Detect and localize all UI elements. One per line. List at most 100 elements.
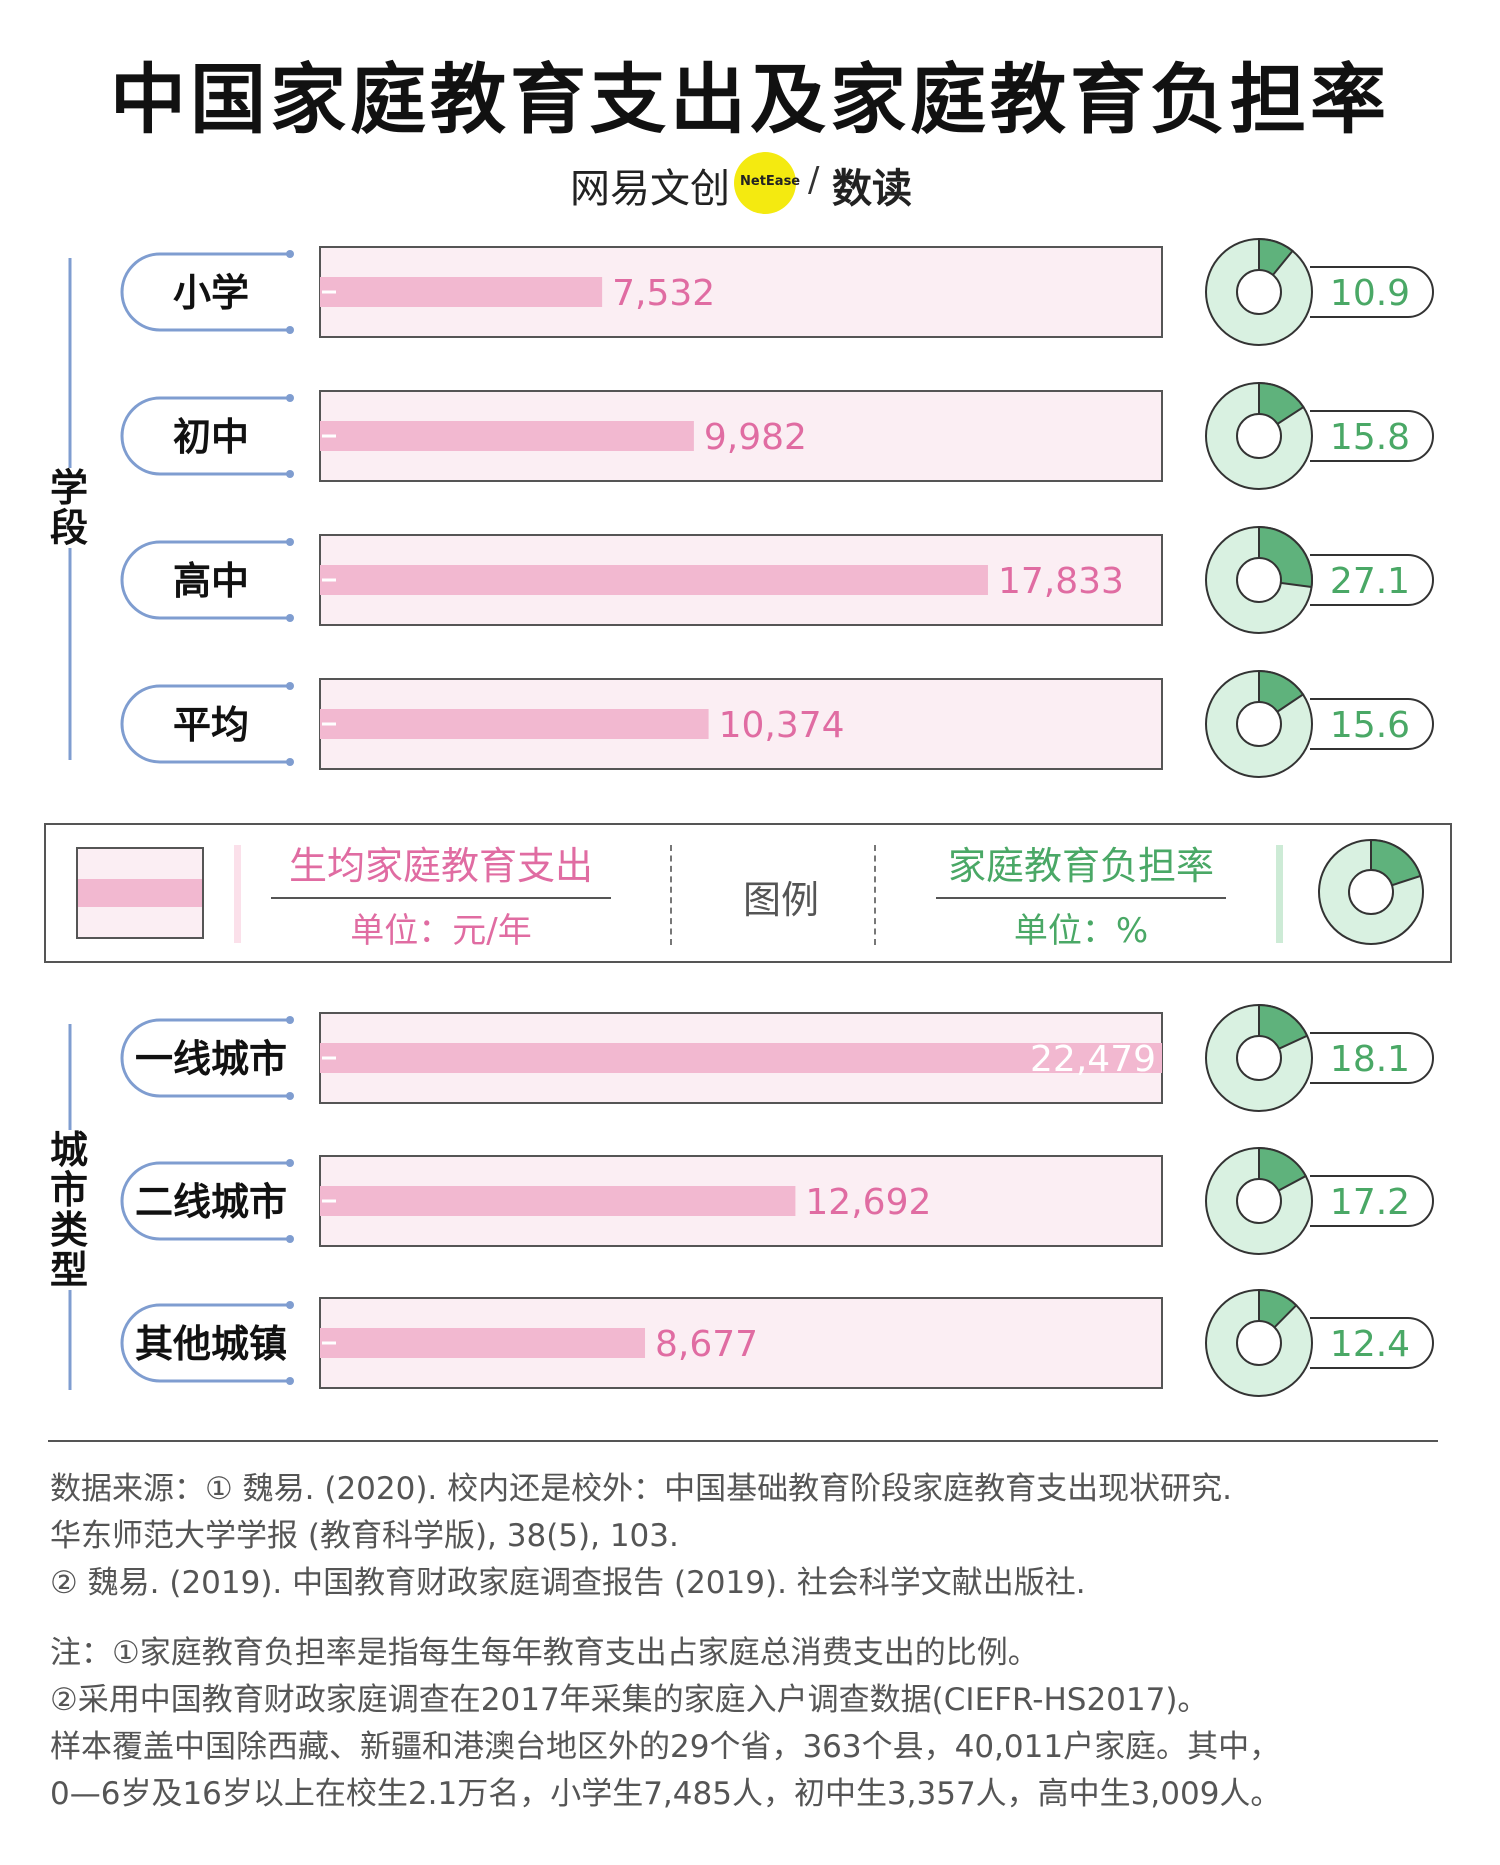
page-title: 中国家庭教育支出及家庭教育负担率: [110, 55, 1390, 144]
expense-bar: [320, 1328, 646, 1358]
expense-value-label: 8,677: [655, 1324, 758, 1365]
group-label-city: 城 市 类 型: [44, 1130, 94, 1290]
rate-donut-hole: [1236, 1035, 1282, 1081]
bracket-dot: [286, 614, 294, 622]
category-label: 小学: [173, 271, 249, 315]
rate-value-label: 15.8: [1330, 417, 1410, 458]
legend-divider: [1276, 845, 1283, 943]
expense-bar: [320, 1043, 1162, 1073]
expense-bar: [320, 709, 709, 739]
rate-pill: [1310, 698, 1434, 750]
bracket-dot: [286, 682, 294, 690]
category-bracket: [120, 540, 290, 620]
note-line: 0—6岁及16岁以上在校生2.1万名，小学生7,485人，初中生3,357人，高…: [50, 1776, 1282, 1812]
legend-divider: [670, 845, 672, 945]
expense-value-label: 12,692: [805, 1182, 931, 1223]
rate-pill: [1310, 1175, 1434, 1227]
group-label-char: 段: [49, 506, 88, 550]
legend-divider: [874, 845, 876, 945]
group-label-char: 学: [49, 466, 88, 510]
expense-value-label: 22,479: [1030, 1039, 1156, 1080]
note-line: 样本覆盖中国除西藏、新疆和港澳台地区外的29个省，363个县，40,011户家庭…: [50, 1729, 1281, 1765]
rate-donut-hole: [1236, 413, 1282, 459]
rate-donut-hole: [1236, 269, 1282, 315]
category-bracket: [120, 1161, 290, 1241]
legend-bar-band: [78, 879, 202, 907]
rate-value-label: 12.4: [1330, 1324, 1410, 1365]
expense-value-label: 9,982: [704, 417, 807, 458]
rate-donut-hole: [1236, 1178, 1282, 1224]
category-label: 高中: [173, 559, 249, 603]
category-label: 初中: [173, 415, 249, 459]
source-line: 数据来源：① 魏易. (2020). 校内还是校外：中国基础教育阶段家庭教育支出…: [50, 1471, 1232, 1507]
rate-value-label: 15.6: [1330, 705, 1410, 746]
bracket-dot: [286, 1092, 294, 1100]
source-line: 华东师范大学学报 (教育科学版), 38(5), 103.: [50, 1518, 679, 1554]
legend-donut-icon: [1318, 838, 1424, 945]
rate-pill: [1310, 1317, 1434, 1369]
legend-expense-title: 生均家庭教育支出: [288, 844, 593, 888]
footer-divider: [48, 1440, 1438, 1442]
expense-bar: [320, 277, 603, 307]
rate-value-label: 18.1: [1330, 1039, 1410, 1080]
rate-pill: [1310, 554, 1434, 606]
group-label-char: 型: [49, 1248, 88, 1292]
legend-rate-unit: 单位：%: [936, 897, 1226, 952]
category-bracket: [120, 252, 290, 332]
source-line: ② 魏易. (2019). 中国教育财政家庭调查报告 (2019). 社会科学文…: [50, 1565, 1086, 1601]
rate-donut-hole: [1236, 1320, 1282, 1366]
expense-value-label: 7,532: [612, 273, 715, 314]
rate-value-label: 27.1: [1330, 561, 1410, 602]
legend-expense-unit: 单位：元/年: [271, 897, 611, 952]
bracket-dot: [286, 250, 294, 258]
bracket-dot: [286, 1377, 294, 1385]
legend: 生均家庭教育支出 单位：元/年 图例 家庭教育负担率 单位：%: [44, 823, 1452, 963]
bracket-dot: [286, 470, 294, 478]
legend-center-label: 图例: [742, 878, 819, 922]
note-line: 注：①家庭教育负担率是指每生每年教育支出占家庭总消费支出的比例。: [50, 1635, 1039, 1671]
rate-donut-hole: [1236, 557, 1282, 603]
category-bracket: [120, 1303, 290, 1383]
data-source: 数据来源：① 魏易. (2020). 校内还是校外：中国基础教育阶段家庭教育支出…: [50, 1466, 1450, 1607]
group-label-char: 类: [49, 1208, 88, 1252]
expense-bar: [320, 421, 694, 451]
brand-separator: /: [808, 160, 820, 200]
notes: 注：①家庭教育负担率是指每生每年教育支出占家庭总消费支出的比例。 ②采用中国教育…: [50, 1630, 1470, 1818]
expense-bar: [320, 565, 988, 595]
group-label-char: 城: [49, 1128, 88, 1172]
group-label-char: 市: [49, 1168, 88, 1212]
brand-column: 数读: [832, 166, 912, 212]
category-label: 其他城镇: [135, 1322, 287, 1366]
bracket-dot: [286, 538, 294, 546]
rate-donut-hole: [1236, 701, 1282, 747]
rate-value-label: 10.9: [1330, 273, 1410, 314]
bracket-dot: [286, 1235, 294, 1243]
category-label: 平均: [173, 703, 249, 747]
bracket-dot: [286, 326, 294, 334]
rate-pill: [1310, 1032, 1434, 1084]
brand-dot-icon: [734, 152, 796, 214]
chart-canvas: 小学 7,532 10.9 初中 9,982 15.8 高中 17,833 27.1 平均 10,3…: [68, 237, 1434, 1397]
expense-bar: [320, 1186, 796, 1216]
category-label: 一线城市: [135, 1037, 287, 1081]
note-line: ②采用中国教育财政家庭调查在2017年采集的家庭入户调查数据(CIEFR-HS2…: [50, 1682, 1209, 1718]
rate-value-label: 17.2: [1330, 1182, 1410, 1223]
category-label: 二线城市: [135, 1180, 287, 1224]
legend-divider: [234, 845, 241, 943]
brand-badge: NetEase: [740, 174, 801, 189]
rate-pill: [1310, 266, 1434, 318]
category-bracket: [120, 684, 290, 764]
legend-rate-title: 家庭教育负担率: [947, 844, 1214, 888]
category-bracket: [120, 1018, 290, 1098]
expense-value-label: 17,833: [998, 561, 1124, 602]
category-bracket: [120, 396, 290, 476]
group-label-stage: 学 段: [44, 468, 94, 548]
rate-pill: [1310, 410, 1434, 462]
bracket-dot: [286, 394, 294, 402]
bracket-dot: [286, 1301, 294, 1309]
bracket-dot: [286, 758, 294, 766]
bracket-dot: [286, 1159, 294, 1167]
brand-name: 网易文创: [570, 166, 730, 212]
legend-bar-swatch: [76, 847, 204, 939]
bracket-dot: [286, 1016, 294, 1024]
